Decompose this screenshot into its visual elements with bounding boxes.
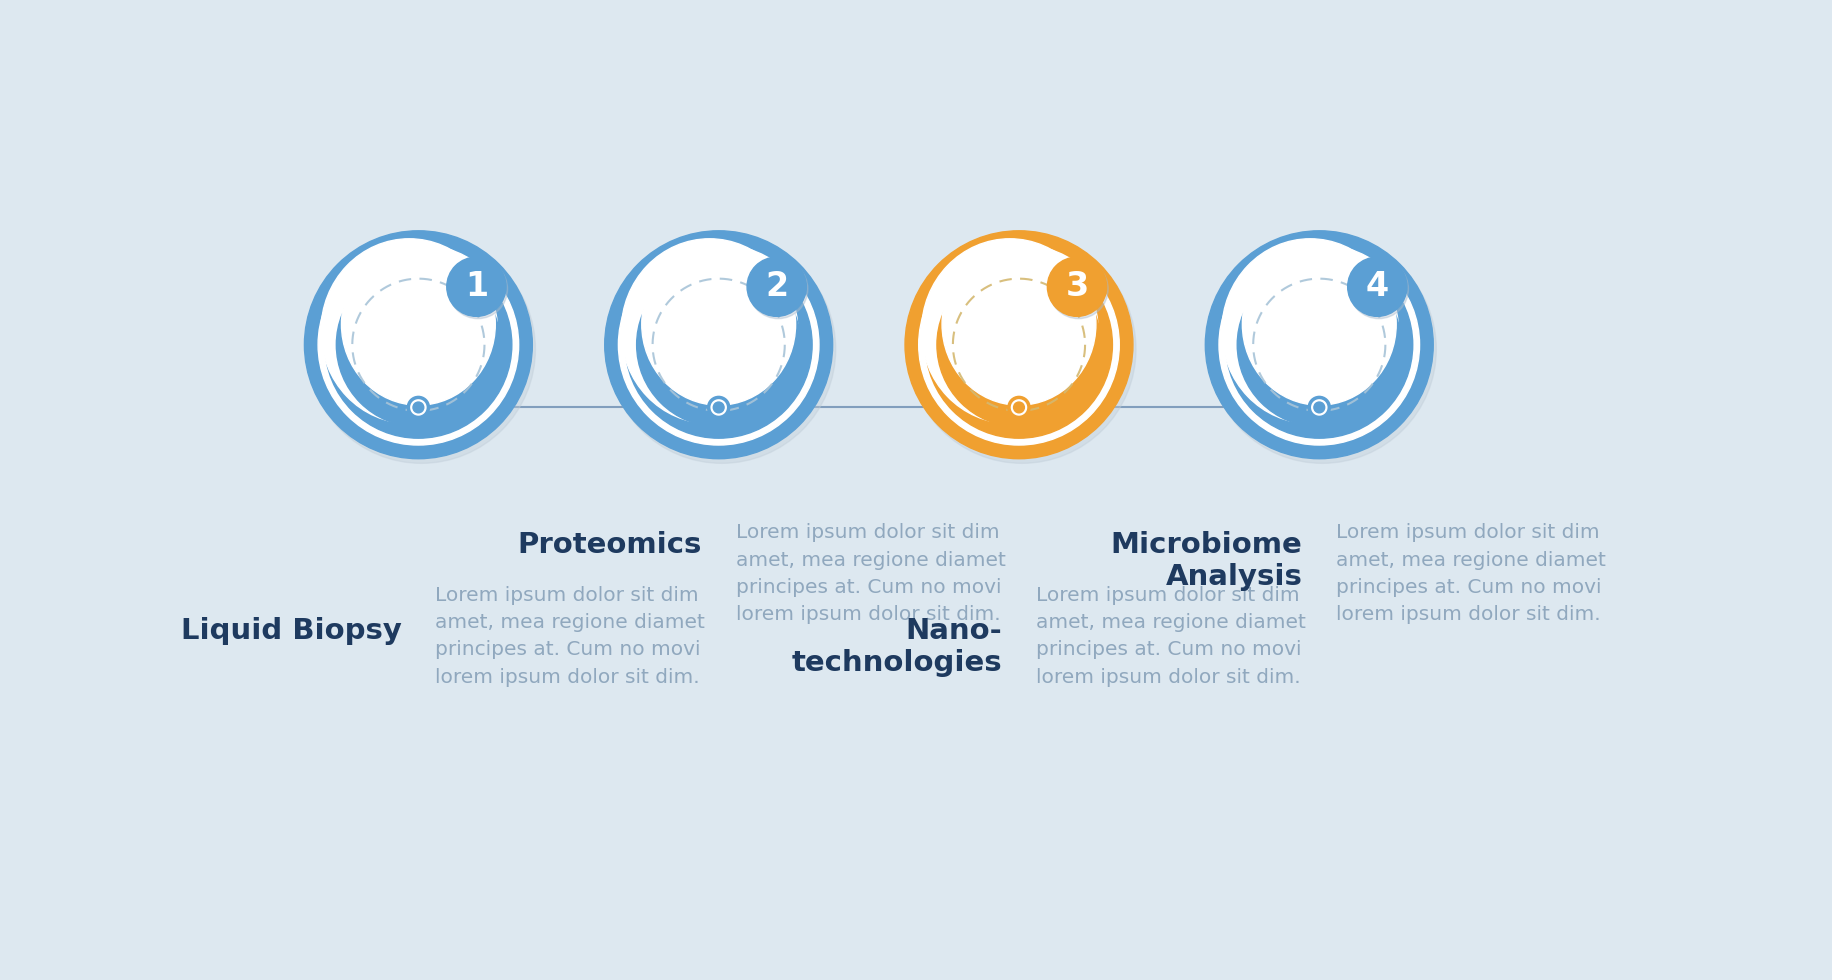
Circle shape (605, 231, 832, 459)
Circle shape (905, 231, 1132, 459)
Circle shape (308, 235, 535, 464)
Ellipse shape (1222, 239, 1398, 423)
Circle shape (918, 244, 1119, 445)
Circle shape (625, 251, 812, 438)
Text: Lorem ipsum dolor sit dim
amet, mea regione diamet
principes at. Cum no movi
lor: Lorem ipsum dolor sit dim amet, mea regi… (1336, 523, 1607, 624)
Circle shape (1205, 231, 1433, 459)
Circle shape (638, 263, 801, 427)
Circle shape (747, 257, 806, 317)
Circle shape (324, 251, 511, 438)
Circle shape (449, 260, 507, 318)
Ellipse shape (641, 243, 795, 405)
Circle shape (1050, 260, 1108, 318)
Circle shape (1348, 260, 1409, 318)
Circle shape (1048, 257, 1107, 317)
Text: Proteomics: Proteomics (517, 531, 702, 559)
Text: Lorem ipsum dolor sit dim
amet, mea regione diamet
principes at. Cum no movi
lor: Lorem ipsum dolor sit dim amet, mea regi… (1035, 586, 1306, 687)
Circle shape (412, 402, 423, 413)
Ellipse shape (1242, 243, 1396, 405)
Circle shape (619, 244, 819, 445)
Text: 3: 3 (1066, 270, 1088, 303)
Circle shape (337, 263, 500, 427)
Text: Microbiome
Analysis: Microbiome Analysis (1110, 531, 1303, 592)
Text: 1: 1 (465, 270, 487, 303)
Circle shape (1209, 235, 1436, 464)
Circle shape (1314, 402, 1325, 413)
Circle shape (608, 235, 835, 464)
Circle shape (319, 244, 518, 445)
Circle shape (1226, 251, 1412, 438)
Ellipse shape (621, 239, 799, 423)
Circle shape (1310, 398, 1330, 417)
Circle shape (936, 263, 1101, 427)
Circle shape (709, 398, 729, 417)
Ellipse shape (921, 239, 1097, 423)
Ellipse shape (942, 243, 1096, 405)
Text: Lorem ipsum dolor sit dim
amet, mea regione diamet
principes at. Cum no movi
lor: Lorem ipsum dolor sit dim amet, mea regi… (736, 523, 1006, 624)
Circle shape (1348, 257, 1407, 317)
Text: Nano-
technologies: Nano- technologies (791, 616, 1002, 677)
Ellipse shape (321, 239, 498, 423)
Circle shape (749, 260, 808, 318)
Circle shape (909, 235, 1136, 464)
Text: 2: 2 (766, 270, 788, 303)
Text: Lorem ipsum dolor sit dim
amet, mea regione diamet
principes at. Cum no movi
lor: Lorem ipsum dolor sit dim amet, mea regi… (436, 586, 705, 687)
Circle shape (447, 257, 506, 317)
Circle shape (1218, 244, 1420, 445)
Circle shape (1013, 402, 1024, 413)
Circle shape (409, 398, 429, 417)
Text: Liquid Biopsy: Liquid Biopsy (181, 616, 401, 645)
Circle shape (1009, 398, 1030, 417)
Circle shape (925, 251, 1112, 438)
Circle shape (304, 231, 533, 459)
Text: 4: 4 (1365, 270, 1389, 303)
Circle shape (713, 402, 724, 413)
Circle shape (1237, 263, 1401, 427)
Ellipse shape (341, 243, 495, 405)
